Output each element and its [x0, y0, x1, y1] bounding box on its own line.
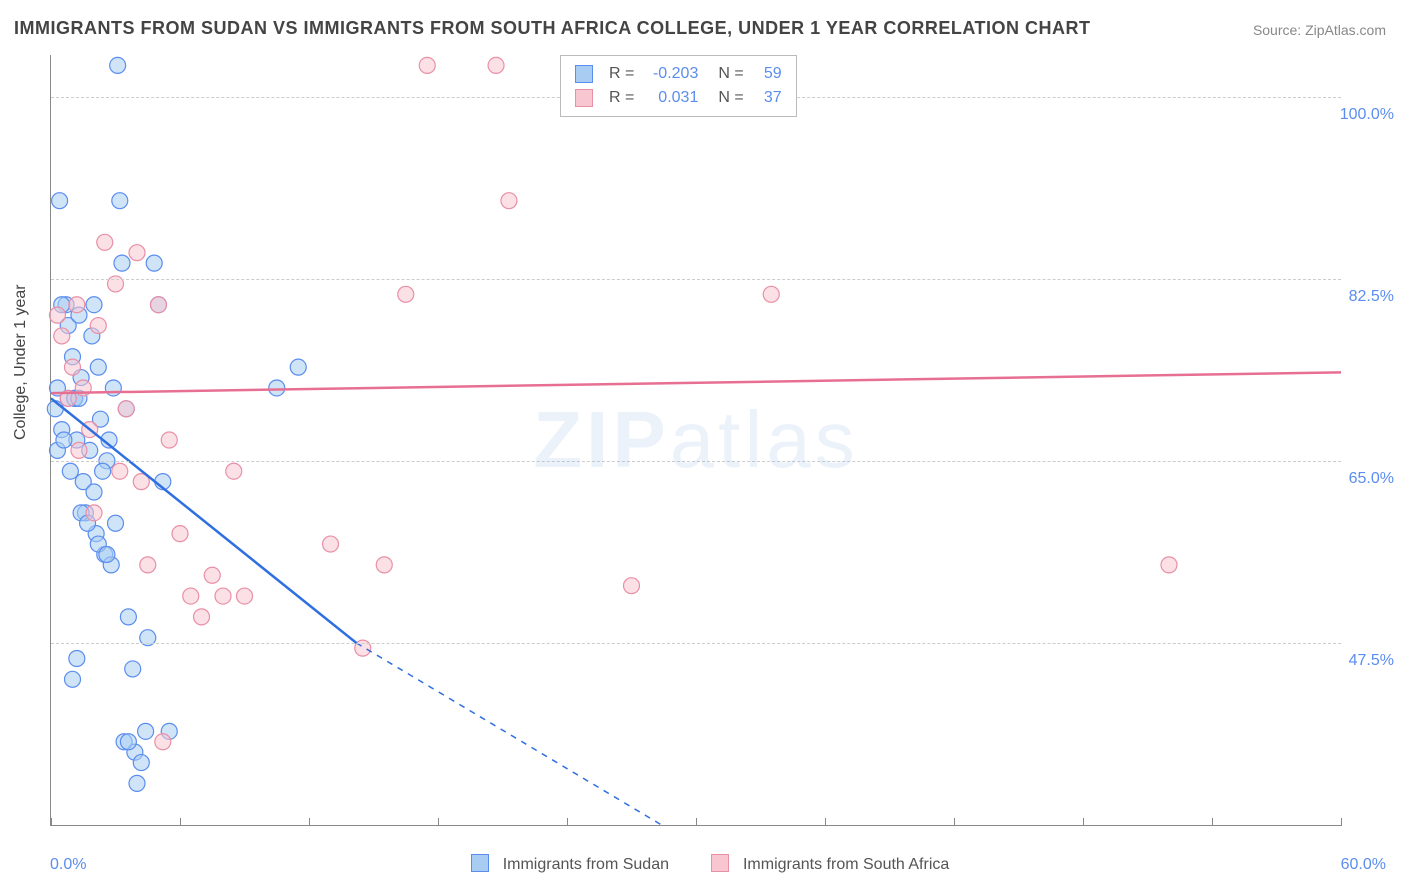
y-tick-label: 100.0%	[1340, 106, 1394, 124]
x-tick	[825, 818, 826, 826]
data-point	[86, 505, 102, 521]
x-tick	[567, 818, 568, 826]
data-point	[118, 401, 134, 417]
legend-item: Immigrants from Sudan	[457, 856, 669, 873]
data-point	[419, 57, 435, 73]
data-point	[133, 755, 149, 771]
data-point	[52, 193, 68, 209]
data-point	[1161, 557, 1177, 573]
data-point	[237, 588, 253, 604]
data-point	[120, 734, 136, 750]
y-tick-label: 47.5%	[1349, 652, 1394, 670]
data-point	[161, 432, 177, 448]
stat-r-label: R =	[609, 62, 634, 86]
data-point	[138, 723, 154, 739]
stat-r-value: -0.203	[644, 62, 698, 86]
stat-r-value: 0.031	[644, 86, 698, 110]
chart-svg	[51, 55, 1341, 825]
trend-line-extrapolated	[356, 643, 661, 825]
plot-area: ZIPatlas	[50, 55, 1341, 826]
data-point	[65, 359, 81, 375]
data-point	[204, 567, 220, 583]
x-tick	[696, 818, 697, 826]
data-point	[120, 609, 136, 625]
data-point	[763, 286, 779, 302]
y-tick-label: 65.0%	[1349, 470, 1394, 488]
data-point	[54, 328, 70, 344]
chart-title: IMMIGRANTS FROM SUDAN VS IMMIGRANTS FROM…	[14, 18, 1091, 39]
legend-item: Immigrants from South Africa	[697, 856, 949, 873]
data-point	[108, 515, 124, 531]
x-tick	[51, 818, 52, 826]
legend-swatch	[575, 65, 593, 83]
legend-swatch	[471, 854, 489, 872]
data-point	[114, 255, 130, 271]
x-tick	[1083, 818, 1084, 826]
data-point	[62, 463, 78, 479]
stat-r-label: R =	[609, 86, 634, 110]
data-point	[65, 671, 81, 687]
data-point	[90, 359, 106, 375]
legend-bottom: Immigrants from Sudan Immigrants from Sou…	[0, 854, 1406, 874]
data-point	[95, 463, 111, 479]
data-point	[624, 578, 640, 594]
data-point	[172, 526, 188, 542]
trend-line	[51, 372, 1341, 393]
data-point	[56, 432, 72, 448]
stat-n-label: N =	[718, 62, 743, 86]
x-tick	[309, 818, 310, 826]
stats-row: R = -0.203 N = 59	[575, 62, 782, 86]
x-tick	[1341, 818, 1342, 826]
gridline	[51, 279, 1341, 280]
data-point	[269, 380, 285, 396]
data-point	[140, 557, 156, 573]
data-point	[69, 297, 85, 313]
data-point	[86, 297, 102, 313]
data-point	[71, 442, 87, 458]
data-point	[97, 234, 113, 250]
data-point	[86, 484, 102, 500]
data-point	[110, 57, 126, 73]
stats-row: R = 0.031 N = 37	[575, 86, 782, 110]
data-point	[129, 245, 145, 261]
data-point	[194, 609, 210, 625]
data-point	[183, 588, 199, 604]
data-point	[398, 286, 414, 302]
data-point	[376, 557, 392, 573]
data-point	[226, 463, 242, 479]
y-tick-label: 82.5%	[1349, 288, 1394, 306]
data-point	[501, 193, 517, 209]
data-point	[125, 661, 141, 677]
data-point	[151, 297, 167, 313]
data-point	[155, 734, 171, 750]
x-tick	[438, 818, 439, 826]
data-point	[215, 588, 231, 604]
data-point	[323, 536, 339, 552]
gridline	[51, 643, 1341, 644]
data-point	[112, 463, 128, 479]
data-point	[488, 57, 504, 73]
data-point	[99, 546, 115, 562]
data-point	[105, 380, 121, 396]
legend-swatch	[575, 89, 593, 107]
x-tick	[180, 818, 181, 826]
x-tick	[1212, 818, 1213, 826]
data-point	[112, 193, 128, 209]
stat-n-value: 37	[754, 86, 782, 110]
data-point	[49, 307, 65, 323]
stat-n-label: N =	[718, 86, 743, 110]
x-tick	[954, 818, 955, 826]
data-point	[90, 318, 106, 334]
y-axis-label: College, Under 1 year	[12, 284, 30, 440]
source-label: Source: ZipAtlas.com	[1253, 22, 1386, 38]
stats-legend: R = -0.203 N = 59 R = 0.031 N = 37	[560, 55, 797, 117]
data-point	[69, 651, 85, 667]
stat-n-value: 59	[754, 62, 782, 86]
data-point	[129, 775, 145, 791]
legend-swatch	[711, 854, 729, 872]
data-point	[290, 359, 306, 375]
gridline	[51, 461, 1341, 462]
data-point	[146, 255, 162, 271]
